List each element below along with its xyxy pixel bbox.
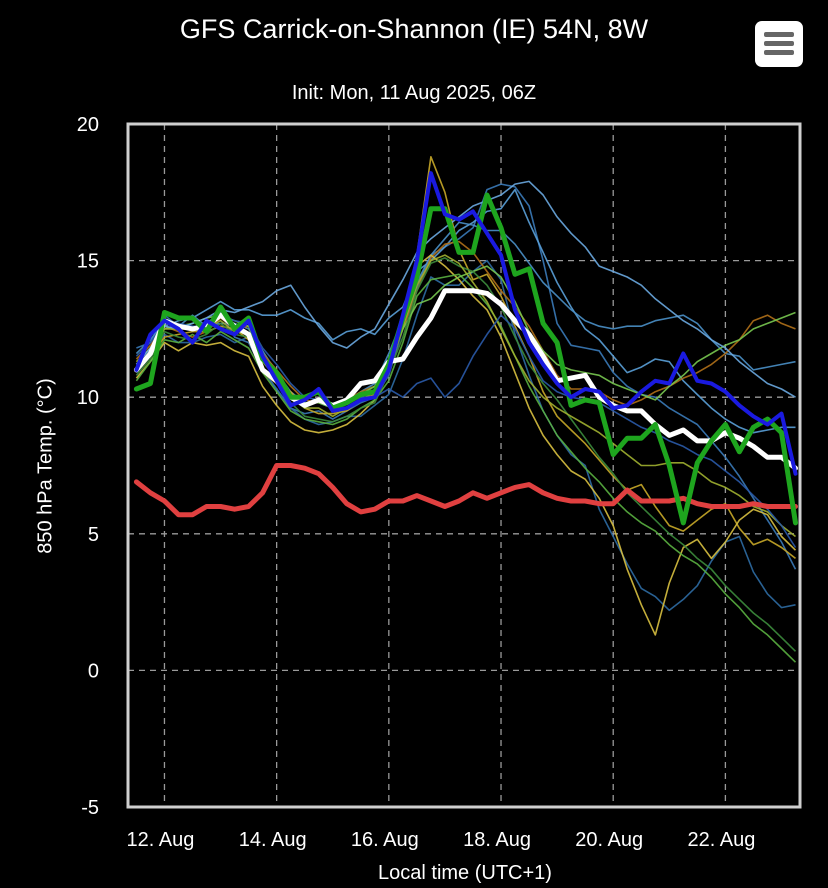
x-tick-label: 12. Aug — [127, 829, 195, 851]
x-tick-label: 20. Aug — [575, 829, 643, 851]
y-tick-labels: -5 0 5 10 15 20 — [77, 114, 99, 819]
ensemble-mean-line — [133, 288, 798, 471]
ensemble-member-line — [135, 240, 796, 407]
x-tick-label: 14. Aug — [239, 829, 307, 851]
y-axis-label: 850 hPa Temp. (°C) — [34, 378, 57, 554]
control-line — [134, 171, 798, 476]
hamburger-menu-icon[interactable] — [755, 21, 803, 67]
main-series — [133, 171, 798, 526]
x-tick-labels: 12. Aug 14. Aug 16. Aug 18. Aug 20. Aug 22. A… — [127, 829, 756, 851]
y-tick-label: 10 — [77, 387, 99, 409]
x-tick-label: 18. Aug — [463, 829, 531, 851]
plot-frame — [126, 122, 802, 809]
y-tick-label: 15 — [77, 251, 99, 273]
ensemble-member-line — [136, 183, 797, 570]
climatology-line — [133, 463, 798, 518]
x-axis-label: Local time (UTC+1) — [378, 862, 552, 884]
operational-line — [133, 192, 798, 526]
ensemble-member-line — [135, 221, 796, 409]
ensemble-member-line — [135, 273, 797, 663]
y-tick-label: 0 — [88, 660, 99, 682]
ensemble-member-line — [135, 156, 796, 560]
chart-subtitle: Init: Mon, 11 Aug 2025, 06Z — [291, 82, 537, 104]
y-tick-label: 20 — [77, 114, 99, 136]
ensemble-member-line — [135, 314, 797, 548]
ensemble-member-line — [135, 180, 796, 398]
chart-title: GFS Carrick-on-Shannon (IE) 54N, 8W — [179, 14, 649, 44]
ensemble-member-line — [135, 188, 796, 434]
y-tick-label: -5 — [81, 797, 99, 819]
x-tick-label: 16. Aug — [351, 829, 419, 851]
ensemble-members — [135, 156, 797, 663]
y-tick-label: 5 — [88, 524, 99, 546]
ensemble-member-line — [135, 257, 797, 652]
x-tick-label: 22. Aug — [687, 829, 755, 851]
